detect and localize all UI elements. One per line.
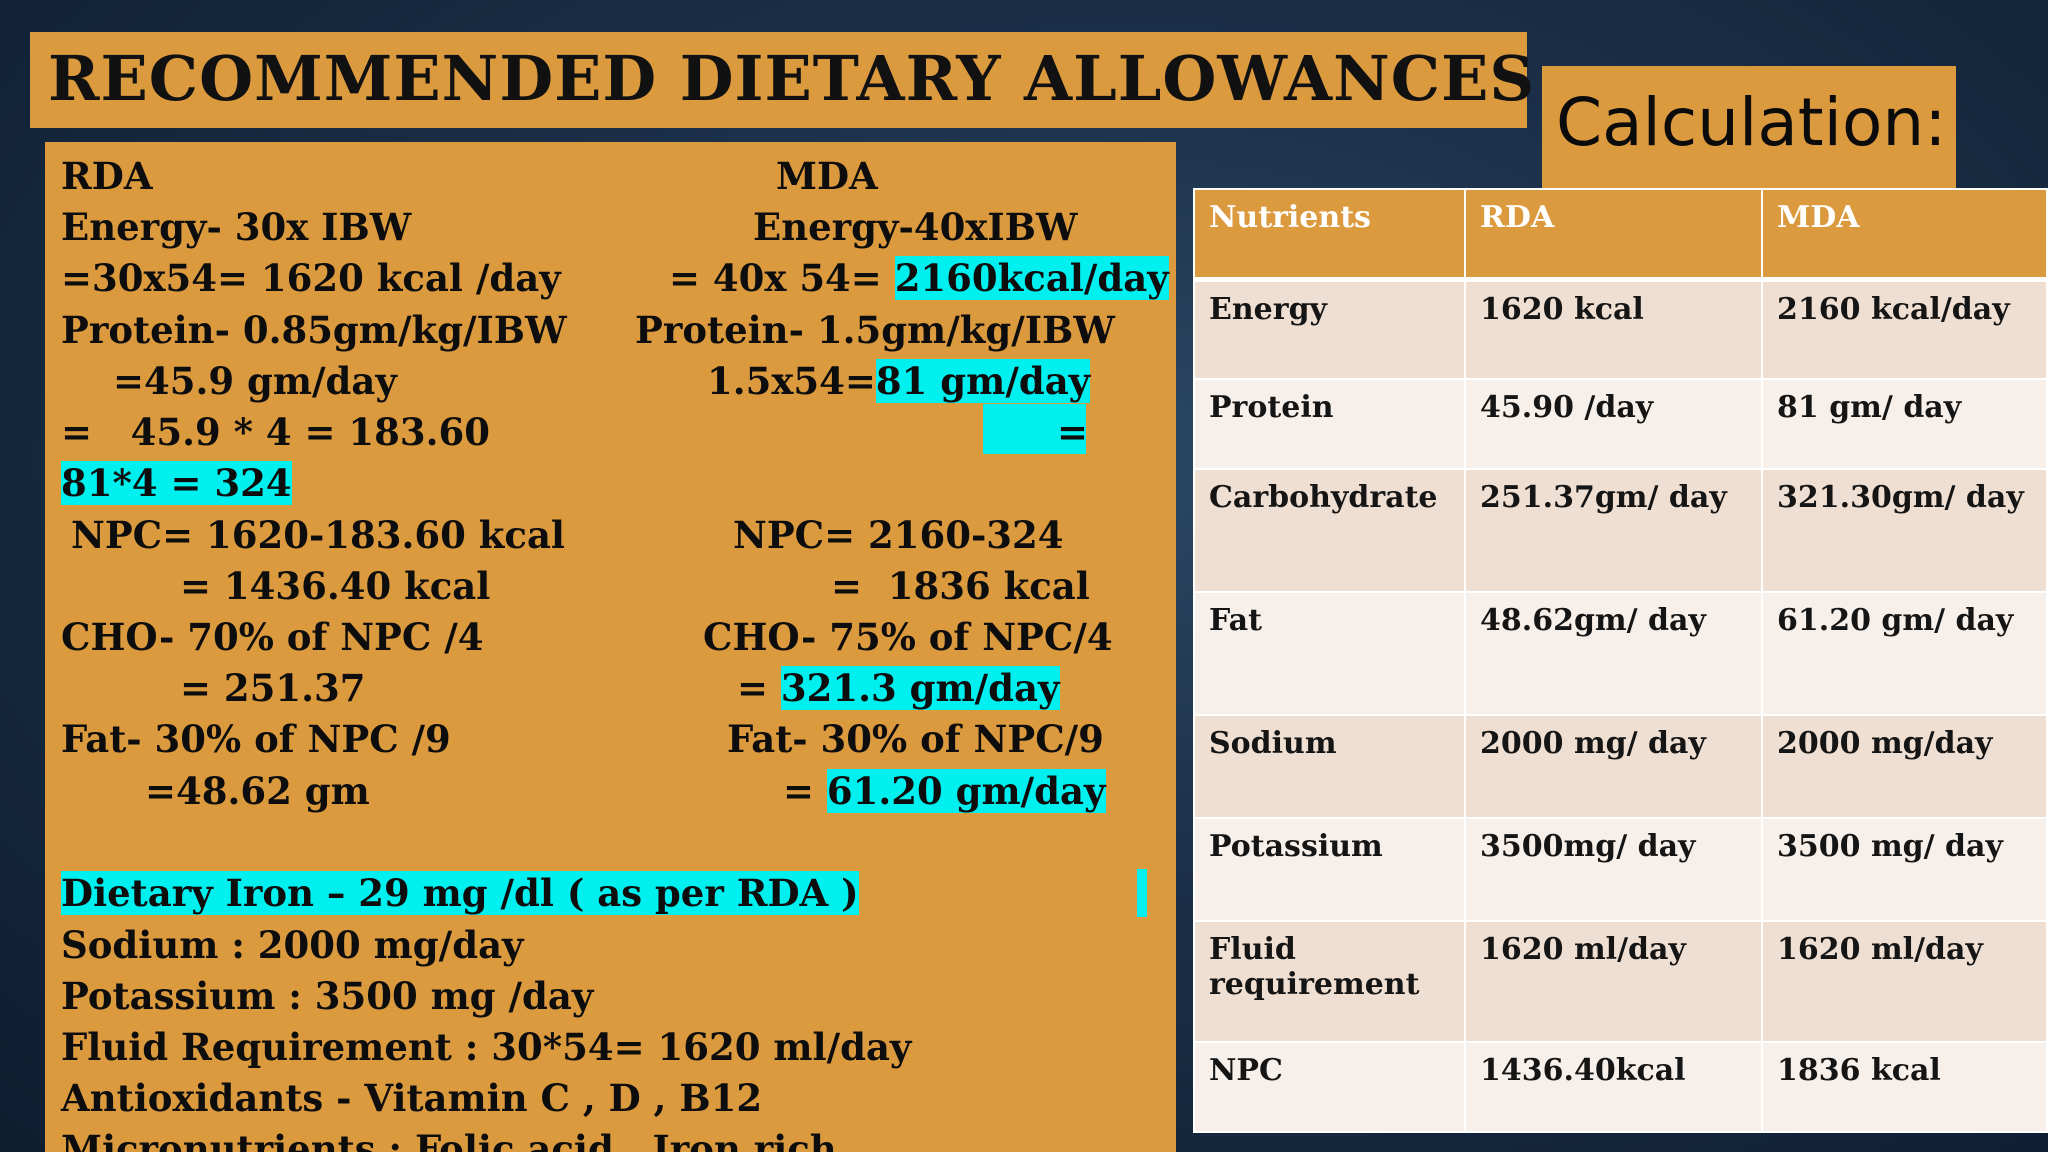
nutrient-cell: NPC — [1193, 1041, 1466, 1133]
rda-npc-result: = 1436.40 kcal — [180, 564, 491, 608]
col-header-mda: MDA — [1761, 188, 2048, 282]
col-header-nutrients: Nutrients — [1193, 188, 1466, 282]
mda-npc-formula: NPC= 2160-324 — [733, 513, 1064, 557]
title-banner: RECOMMENDED DIETARY ALLOWANCES — [30, 32, 1534, 128]
table-row: Protein 45.90 /day 81 gm/ day — [1193, 378, 2048, 470]
rda-cell: 2000 mg/ day — [1464, 714, 1763, 819]
nutrient-cell: Carbohydrate — [1193, 468, 1466, 593]
antioxidants-line: Antioxidants - Vitamin C , D , B12 — [61, 1076, 763, 1120]
rda-npc-formula: NPC= 1620-183.60 kcal — [71, 513, 565, 557]
mda-cell: 2160 kcal/day — [1761, 278, 2048, 380]
mda-cell: 1620 ml/day — [1761, 920, 2048, 1043]
rda-protein-formula: Protein- 0.85gm/kg/IBW — [61, 308, 567, 352]
mda-cell: 2000 mg/day — [1761, 714, 2048, 819]
mda-cell: 1836 kcal — [1761, 1041, 2048, 1133]
rda-cell: 1620 ml/day — [1464, 920, 1763, 1043]
highlight-marker — [1137, 869, 1147, 917]
mda-protein-kcal: 81*4 = 324 — [61, 461, 292, 506]
rda-fat-formula: Fat- 30% of NPC /9 — [61, 717, 451, 761]
rda-cell: 3500mg/ day — [1464, 817, 1763, 922]
mda-fat-result: = 61.20 gm/day — [783, 769, 1106, 813]
rda-fat-result: =48.62 gm — [145, 769, 370, 813]
calculation-panel: RDA MDA Energy- 30x IBW =30x54= 1620 kca… — [45, 142, 1176, 1152]
mda-equals-mark: = — [1057, 410, 1089, 454]
mda-heading: MDA — [776, 154, 878, 198]
potassium-line: Potassium : 3500 mg /day — [61, 974, 594, 1018]
dietary-iron-line: Dietary Iron – 29 mg /dl ( as per RDA ) — [61, 871, 859, 916]
rda-heading: RDA — [61, 154, 153, 198]
nutrient-comparison-table: Nutrients RDA MDA Energy 1620 kcal 2160 … — [1193, 188, 2048, 1133]
mda-energy-formula: Energy-40xIBW — [753, 205, 1078, 249]
rda-cell: 1436.40kcal — [1464, 1041, 1763, 1133]
sodium-line: Sodium : 2000 mg/day — [61, 923, 524, 967]
mda-protein-result: 1.5x54=81 gm/day — [707, 359, 1091, 403]
rda-cell: 251.37gm/ day — [1464, 468, 1763, 593]
mda-cell: 61.20 gm/ day — [1761, 591, 2048, 716]
page-title: RECOMMENDED DIETARY ALLOWANCES — [48, 42, 1536, 115]
calculation-banner: Calculation: — [1542, 66, 1956, 190]
nutrient-cell: Protein — [1193, 378, 1466, 470]
col-header-rda: RDA — [1464, 188, 1763, 282]
fluid-requirement-line: Fluid Requirement : 30*54= 1620 ml/day — [61, 1025, 912, 1069]
mda-fat-formula: Fat- 30% of NPC/9 — [727, 717, 1104, 761]
table-row: Sodium 2000 mg/ day 2000 mg/day — [1193, 714, 2048, 819]
rda-cho-formula: CHO- 70% of NPC /4 — [61, 615, 484, 659]
rda-cell: 1620 kcal — [1464, 278, 1763, 380]
table-row: NPC 1436.40kcal 1836 kcal — [1193, 1041, 2048, 1133]
highlight-block — [983, 404, 1086, 454]
rda-cho-result: = 251.37 — [180, 666, 366, 710]
mda-cho-formula: CHO- 75% of NPC/4 — [703, 615, 1113, 659]
rda-protein-kcal: = 45.9 * 4 = 183.60 — [61, 410, 490, 454]
rda-protein-result: =45.9 gm/day — [113, 359, 397, 403]
nutrient-cell: Fluid requirement — [1193, 920, 1466, 1043]
table-row: Carbohydrate 251.37gm/ day 321.30gm/ day — [1193, 468, 2048, 593]
table-row: Fat 48.62gm/ day 61.20 gm/ day — [1193, 591, 2048, 716]
table-row: Energy 1620 kcal 2160 kcal/day — [1193, 278, 2048, 380]
table-header-row: Nutrients RDA MDA — [1193, 188, 2048, 282]
nutrient-cell: Sodium — [1193, 714, 1466, 819]
micronutrients-line: Micronutrients : Folic acid , Iron rich — [61, 1127, 837, 1152]
mda-cell: 81 gm/ day — [1761, 378, 2048, 470]
mda-energy-result: = 40x 54= 2160kcal/day — [669, 256, 1169, 300]
table-row: Potassium 3500mg/ day 3500 mg/ day — [1193, 817, 2048, 922]
rda-cell: 45.90 /day — [1464, 378, 1763, 470]
mda-cell: 321.30gm/ day — [1761, 468, 2048, 593]
table-row: Fluid requirement 1620 ml/day 1620 ml/da… — [1193, 920, 2048, 1043]
rda-cell: 48.62gm/ day — [1464, 591, 1763, 716]
mda-npc-result: = 1836 kcal — [831, 564, 1090, 608]
mda-protein-formula: Protein- 1.5gm/kg/IBW — [635, 308, 1115, 352]
nutrient-cell: Energy — [1193, 278, 1466, 380]
mda-cell: 3500 mg/ day — [1761, 817, 2048, 922]
rda-energy-formula: Energy- 30x IBW — [61, 205, 412, 249]
calculation-heading: Calculation: — [1556, 84, 1947, 161]
rda-energy-result: =30x54= 1620 kcal /day — [61, 256, 561, 300]
nutrient-cell: Potassium — [1193, 817, 1466, 922]
nutrient-cell: Fat — [1193, 591, 1466, 716]
mda-cho-result: = 321.3 gm/day — [737, 666, 1060, 710]
